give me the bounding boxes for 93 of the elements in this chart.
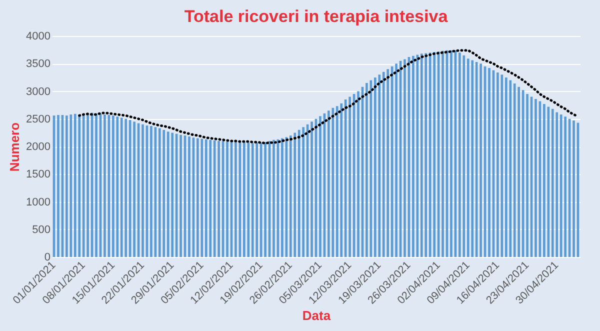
bar — [336, 106, 338, 257]
bar — [513, 84, 516, 257]
bar — [188, 136, 190, 257]
bar — [86, 113, 89, 257]
bar — [424, 53, 428, 257]
bar — [310, 122, 313, 257]
bar — [251, 143, 254, 257]
bar — [70, 114, 72, 257]
bar — [556, 112, 558, 257]
bar — [332, 108, 334, 257]
bar — [302, 127, 304, 257]
bar — [560, 114, 562, 257]
y-axis-title: Numero — [7, 122, 22, 172]
bar — [450, 50, 452, 257]
bar — [412, 56, 414, 257]
y-tick-label: 2000 — [26, 141, 50, 153]
bar — [328, 110, 330, 257]
bar — [95, 113, 98, 257]
bar — [243, 142, 246, 257]
bar — [404, 59, 406, 257]
chart-title: Totale ricoveri in terapia intesiva — [184, 7, 448, 26]
bar — [319, 116, 322, 257]
bar — [458, 52, 461, 257]
bar — [162, 130, 166, 257]
bar — [572, 120, 575, 257]
bar — [281, 138, 284, 257]
bar — [78, 114, 81, 257]
bar — [471, 60, 474, 257]
bar — [104, 114, 106, 257]
bar — [551, 108, 554, 257]
bar — [256, 142, 258, 257]
bar — [466, 58, 470, 257]
bar — [340, 103, 343, 257]
bar — [496, 72, 499, 257]
bar — [133, 122, 136, 257]
bar — [142, 124, 144, 257]
bar — [116, 116, 119, 257]
bar — [74, 114, 76, 257]
bar — [180, 134, 182, 257]
bar — [298, 130, 300, 257]
bar — [226, 142, 228, 257]
y-tick-label: 3500 — [26, 58, 50, 70]
y-tick-label: 1500 — [26, 168, 50, 181]
bar — [378, 74, 381, 257]
bar — [204, 139, 208, 257]
bar — [209, 140, 212, 257]
bar — [357, 91, 360, 257]
bar — [480, 64, 482, 257]
y-tick-label: 2500 — [26, 113, 50, 126]
bar — [218, 140, 220, 257]
bar — [386, 69, 389, 257]
bar — [171, 132, 174, 257]
bar — [488, 68, 490, 257]
bar — [112, 116, 114, 257]
bar — [543, 104, 546, 257]
bar — [196, 138, 199, 257]
bar — [124, 118, 128, 257]
bar — [150, 126, 152, 257]
line-series — [78, 49, 580, 144]
bar — [289, 135, 292, 257]
bar — [534, 98, 537, 257]
bar — [462, 55, 466, 257]
y-tick-label: 0 — [44, 252, 50, 264]
bar — [509, 80, 512, 257]
y-tick-label: 4000 — [26, 30, 50, 42]
bar — [120, 118, 123, 257]
bar — [518, 86, 520, 257]
bar — [420, 54, 423, 257]
bar — [526, 94, 528, 257]
y-tick-label: 3000 — [26, 86, 50, 98]
bar — [57, 115, 60, 257]
bar — [433, 52, 436, 257]
bar — [564, 116, 566, 257]
bar — [247, 142, 250, 257]
bar — [158, 128, 161, 257]
bar — [234, 142, 237, 257]
bar — [294, 132, 296, 257]
x-axis-title: Data — [302, 308, 332, 323]
bar — [374, 77, 376, 257]
bar — [166, 132, 170, 257]
bar — [272, 140, 275, 257]
bar — [264, 142, 266, 257]
bar — [382, 72, 385, 257]
bar — [395, 64, 398, 257]
bar — [66, 116, 68, 257]
bar — [200, 138, 204, 257]
bar — [504, 77, 508, 257]
bar — [428, 52, 432, 257]
bar — [366, 82, 368, 257]
bar — [442, 50, 444, 257]
y-tick-label: 1000 — [26, 196, 50, 208]
y-tick-label: 500 — [32, 224, 50, 236]
bar — [348, 96, 351, 257]
